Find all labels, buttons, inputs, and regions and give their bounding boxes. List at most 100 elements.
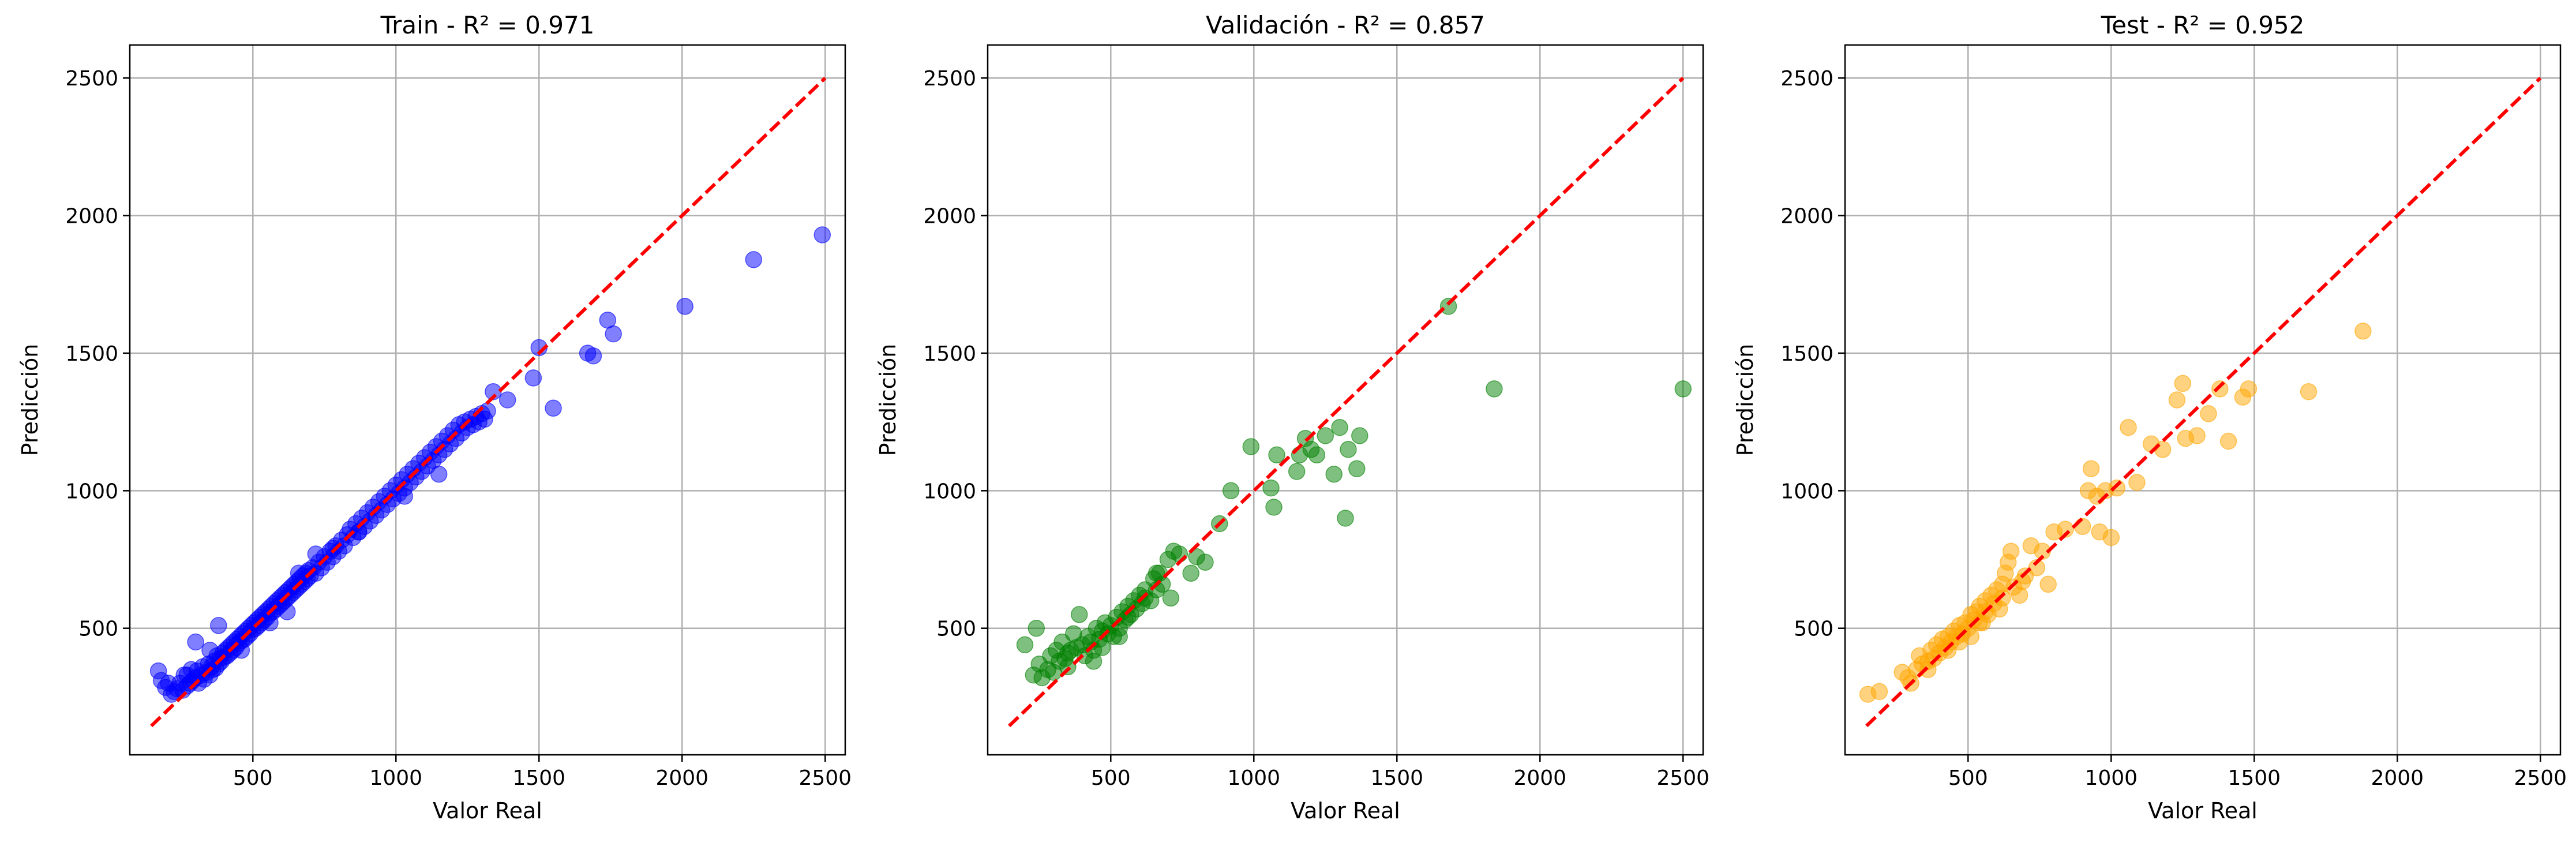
x-tick-label: 500	[1091, 766, 1131, 790]
y-axis-label: Predicción	[875, 344, 901, 456]
scatter-point	[1265, 499, 1283, 516]
scatter-point	[2039, 575, 2057, 593]
scatter-point	[1340, 441, 1357, 458]
x-tick-label: 1500	[512, 766, 565, 790]
scatter-point	[1016, 636, 1034, 654]
x-tick-label: 2500	[798, 766, 852, 790]
scatter-point	[1351, 427, 1368, 444]
scatter-point	[1171, 545, 1188, 563]
scatter-point	[479, 402, 496, 420]
scatter-point	[2174, 375, 2192, 392]
scatter-point	[1162, 589, 1180, 607]
x-tick-label: 2000	[2371, 766, 2424, 790]
scatter-point	[524, 369, 542, 387]
scatter-point	[279, 603, 296, 620]
scatter-point	[307, 545, 325, 563]
x-axis-label: Valor Real	[433, 798, 542, 823]
scatter-point	[1197, 553, 1214, 571]
scatter-point	[1268, 446, 1285, 464]
scatter-point	[1308, 446, 1326, 464]
chart-title: Train - R² = 0.971	[380, 11, 595, 39]
y-tick-label: 500	[78, 617, 118, 641]
scatter-point	[1182, 564, 1199, 582]
axes-frame	[129, 44, 846, 756]
y-tick-label: 2000	[1780, 205, 1833, 229]
scatter-point	[201, 642, 219, 659]
axes-frame	[1844, 44, 2562, 756]
scatter-point	[1288, 463, 1306, 480]
y-tick-label: 1000	[65, 480, 118, 503]
scatter-point	[1919, 661, 1937, 678]
scatter-points	[1859, 323, 2372, 703]
x-axis-label: Valor Real	[1291, 798, 1400, 823]
scatter-point	[1439, 298, 1457, 315]
scatter-point	[210, 617, 227, 634]
panel-train: 500 1000 1500 2000 2500 500 1000 1500 2000 2500 Tr…	[17, 11, 852, 823]
scatter-point	[2219, 432, 2237, 450]
scatter-point	[2154, 441, 2172, 458]
y-tick-label: 1500	[1780, 342, 1833, 366]
scatter-point	[2188, 427, 2206, 444]
y-tick-label: 1000	[923, 480, 976, 503]
scatter-point	[233, 642, 250, 659]
scatter-point	[1674, 380, 1692, 398]
x-tick-label: 1000	[369, 766, 422, 790]
scatter-point	[2300, 383, 2318, 400]
scatter-point	[2011, 586, 2028, 604]
scatter-point	[2128, 474, 2146, 491]
panel-validacion: 500 1000 1500 2000 2500 500 1000 1500 2000 2500 Va…	[875, 11, 1709, 823]
scatter-point	[187, 633, 204, 651]
scatter-point	[1325, 465, 1343, 483]
scatter-point	[261, 614, 279, 631]
scatter-point	[2240, 380, 2258, 398]
reference-line	[1865, 77, 2542, 728]
y-tick-label: 500	[1794, 617, 1833, 641]
scatter-point	[2200, 405, 2217, 422]
axes-frame	[987, 44, 1704, 756]
scatter-point	[1486, 380, 1503, 398]
scatter-point	[1348, 460, 1366, 477]
scatter-point	[290, 564, 308, 582]
panel-test: 500 1000 1500 2000 2500 500 1000 1500 2000 2500 Te…	[1733, 11, 2567, 823]
scatter-point	[1870, 683, 1888, 701]
x-tick-label: 1000	[1227, 766, 1280, 790]
y-tick-label: 1000	[1780, 480, 1833, 503]
x-tick-label: 2500	[2514, 766, 2567, 790]
scatter-point	[1111, 628, 1128, 645]
scatter-point	[1222, 482, 1240, 500]
scatter-point	[1331, 418, 1348, 436]
scatter-point	[2211, 380, 2229, 398]
scatter-point	[1148, 564, 1165, 582]
scatter-point	[498, 391, 516, 409]
y-tick-label: 2000	[65, 205, 118, 229]
scatter-point	[605, 325, 622, 343]
scatter-point	[1337, 510, 1354, 527]
scatter-point	[1262, 479, 1280, 497]
scatter-point	[1317, 427, 1334, 444]
scatter-point	[2057, 521, 2074, 538]
x-tick-label: 2000	[1513, 766, 1566, 790]
scatter-point	[1137, 589, 1154, 607]
y-tick-label: 1500	[923, 342, 976, 366]
scatter-point	[178, 666, 196, 684]
chart-title: Test - R² = 0.952	[2101, 11, 2305, 39]
scatter-point	[2120, 418, 2137, 436]
scatter-point	[584, 347, 602, 365]
scatter-point	[324, 540, 342, 557]
y-tick-label: 2000	[923, 205, 976, 229]
scatter-point	[1085, 653, 1103, 670]
scatter-point	[2354, 323, 2372, 340]
scatter-point	[430, 465, 448, 483]
scatter-point	[396, 488, 413, 505]
scatter-point	[676, 298, 693, 315]
x-tick-label: 1500	[1370, 766, 1423, 790]
scatter-point	[1059, 644, 1077, 662]
y-axis-label: Predicción	[1733, 344, 1758, 456]
x-tick-label: 500	[1948, 766, 1988, 790]
y-tick-label: 2500	[1780, 67, 1833, 91]
reference-line	[150, 77, 827, 728]
y-tick-label: 2500	[65, 67, 118, 91]
x-tick-label: 1000	[2084, 766, 2138, 790]
scatter-point	[2073, 518, 2091, 536]
scatter-point	[813, 226, 831, 244]
